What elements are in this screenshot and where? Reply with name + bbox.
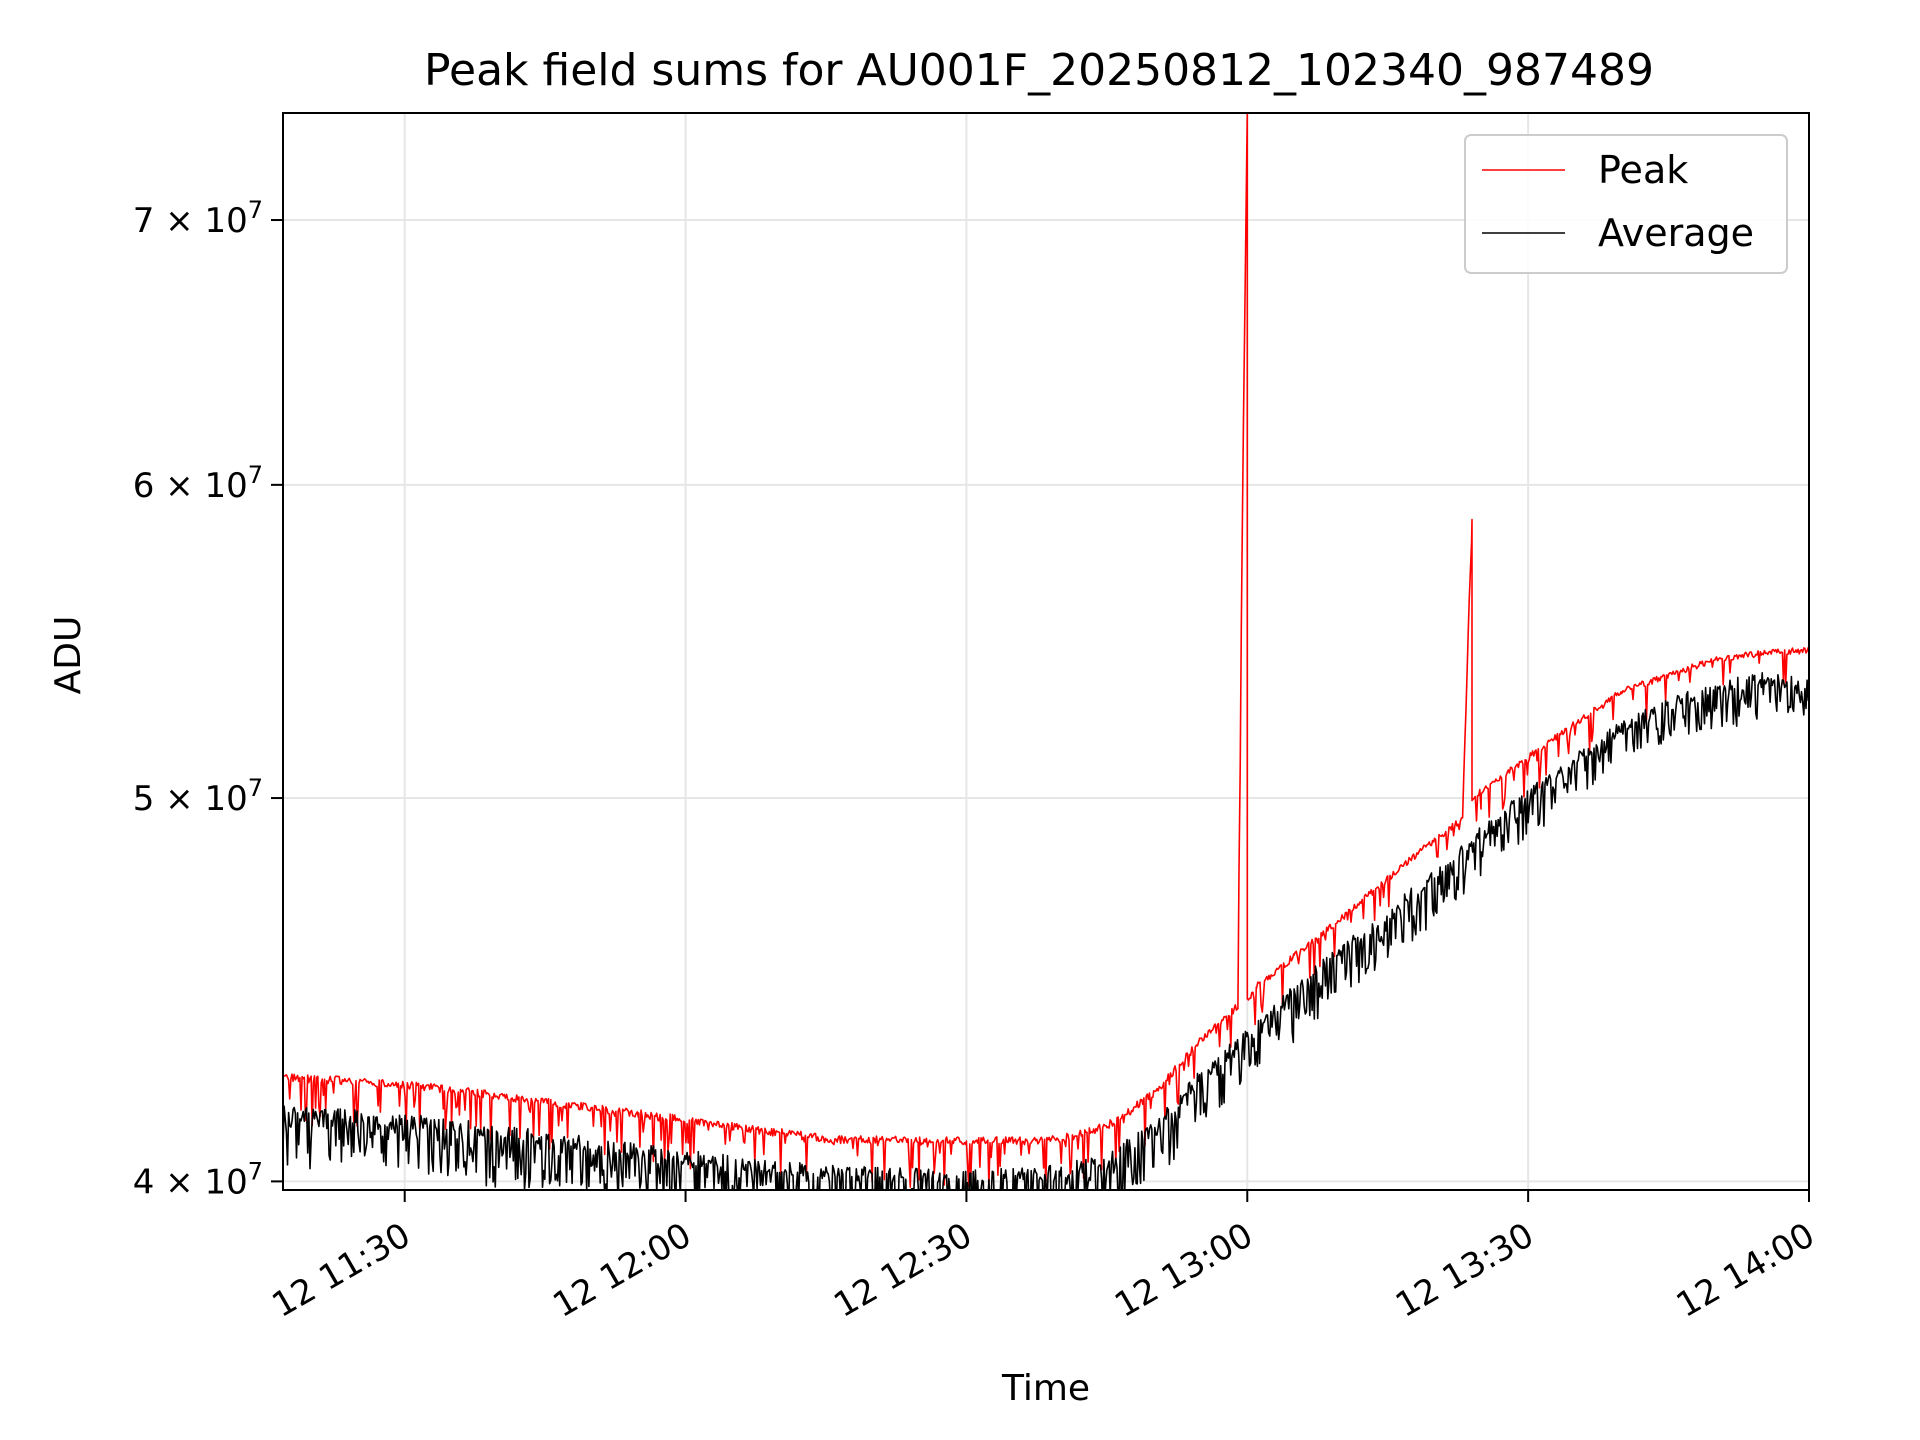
y-tick-label: 5 × 107 (133, 774, 263, 819)
series-line-average (283, 672, 1809, 1190)
y-tick-label: 6 × 107 (133, 461, 263, 506)
y-axis-label: ADU (48, 616, 89, 695)
series-layer (283, 113, 1809, 1190)
chart-title: Peak field sums for AU001F_20250812_1023… (424, 45, 1654, 96)
plot-area (283, 113, 1809, 1190)
y-tick-label: 4 × 107 (133, 1157, 263, 1202)
legend-label-average: Average (1598, 211, 1754, 255)
y-axis-ticks: 4 × 107 5 × 107 6 × 107 7 × 107 (133, 196, 283, 1202)
plot-frame (282, 112, 1810, 1191)
legend: Peak Average (1464, 134, 1788, 274)
y-tick-label: 7 × 107 (133, 196, 263, 241)
series-line-peak (283, 113, 1809, 1189)
legend-label-peak: Peak (1598, 148, 1688, 192)
x-axis-label: Time (1001, 1368, 1090, 1409)
